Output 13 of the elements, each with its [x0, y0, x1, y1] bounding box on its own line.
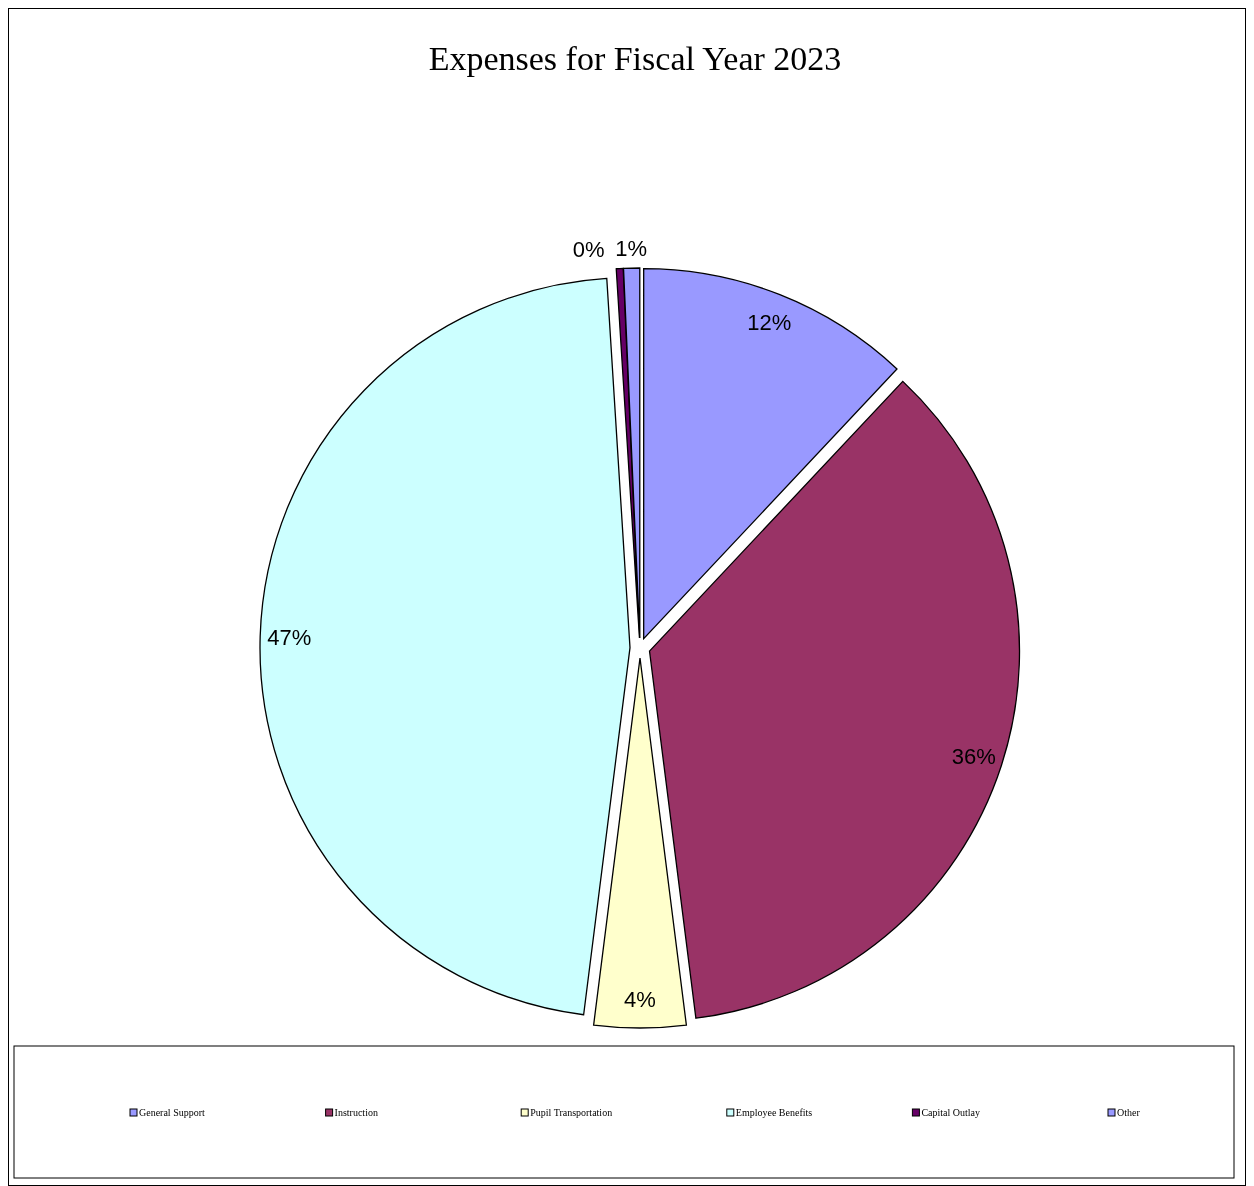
legend-label: Capital Outlay: [921, 1107, 981, 1118]
chart-title: Expenses for Fiscal Year 2023: [428, 40, 842, 77]
data-label: 1%: [615, 236, 648, 262]
legend-label: Employee Benefits: [735, 1107, 813, 1118]
legend-label: Instruction: [334, 1107, 378, 1118]
legend-label: General Support: [139, 1107, 206, 1118]
data-label: 36%: [951, 744, 996, 770]
data-label: 0%: [572, 236, 605, 262]
legend-label: Pupil Transportation: [530, 1107, 613, 1118]
legend-label: Other: [1117, 1107, 1141, 1118]
data-label: 47%: [267, 624, 312, 650]
data-label: 4%: [624, 987, 656, 1012]
data-label: 12%: [747, 309, 792, 335]
